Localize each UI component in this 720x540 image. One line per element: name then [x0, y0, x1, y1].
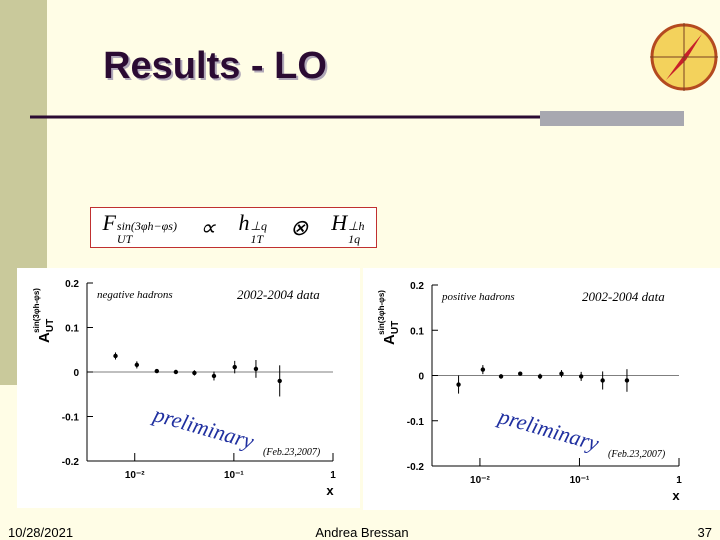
- y-tick-label: 0.2: [410, 281, 424, 292]
- x-tick-label: 1: [676, 475, 682, 486]
- data-point: [537, 374, 543, 379]
- formula-sup: sin(3φh−φs): [116, 218, 177, 233]
- y-tick-label: 0: [418, 372, 424, 383]
- data-point: [456, 382, 461, 387]
- y-axis-label: AUT sin(3φh-φs): [32, 288, 56, 343]
- x-axis-label: x: [672, 488, 680, 503]
- formula-term: ∝: [200, 215, 216, 241]
- y-tick-label: -0.1: [407, 417, 425, 428]
- footer-author: Andrea Bressan: [315, 525, 408, 540]
- x-tick-label: 10⁻¹: [224, 470, 244, 481]
- formula-sup: ⊥q: [250, 218, 267, 233]
- data-point: [232, 364, 237, 370]
- formula-sup: ⊥h: [348, 218, 365, 233]
- formula-indices: ⊥h 1q: [348, 218, 365, 246]
- y-axis-label-sub: UT: [45, 319, 56, 332]
- formula-term: h ⊥q 1T: [238, 210, 266, 246]
- slide-title: Results - LO: [103, 45, 327, 87]
- data-point: [134, 362, 140, 368]
- chart-panel: [17, 268, 360, 508]
- data-point: [211, 373, 217, 379]
- y-tick-label: -0.2: [407, 462, 425, 473]
- formula-symbol: ⊗: [289, 214, 309, 240]
- x-axis-label: x: [326, 483, 334, 498]
- data-point: [192, 370, 197, 376]
- data-point: [624, 378, 630, 383]
- y-tick-label: 0.1: [410, 326, 424, 337]
- annotation: 2002-2004 data: [237, 287, 320, 302]
- y-tick-label: 0: [73, 368, 79, 379]
- annotation: (Feb.23,2007): [608, 449, 666, 460]
- formula-symbol: F: [102, 209, 116, 235]
- formula-sub: 1T: [250, 231, 264, 246]
- y-tick-label: -0.1: [62, 413, 80, 424]
- annotation: negative hadrons: [97, 289, 173, 301]
- data-point: [480, 367, 486, 372]
- data-point: [154, 368, 160, 374]
- footer-page: 37: [698, 525, 712, 540]
- x-tick-label: 1: [330, 470, 336, 481]
- title-shadow: Results - LO: [105, 47, 329, 89]
- data-point: [253, 366, 259, 372]
- formula-symbol: h: [238, 209, 250, 235]
- formula-indices: ⊥q 1T: [250, 218, 267, 246]
- y-tick-label: 0.1: [65, 324, 79, 335]
- annotation: positive hadrons: [441, 291, 515, 303]
- data-point: [277, 378, 282, 384]
- formula-term: ⊗: [290, 215, 308, 241]
- y-axis-label-sub: UT: [390, 321, 401, 334]
- data-point: [600, 378, 605, 383]
- annotation: (Feb.23,2007): [263, 447, 321, 458]
- data-point: [173, 369, 179, 375]
- formula-symbol: ∝: [199, 214, 216, 240]
- annotation: 2002-2004 data: [582, 289, 665, 304]
- chart-panel: [363, 268, 720, 510]
- logo: [650, 23, 718, 91]
- formula-term: H ⊥h 1q: [331, 210, 364, 246]
- y-axis-label: AUT sin(3φh-φs): [377, 290, 401, 345]
- data-point: [578, 374, 584, 379]
- y-axis-label-base: A: [381, 334, 398, 345]
- formula-symbol: H: [331, 209, 348, 235]
- data-point: [113, 353, 118, 359]
- x-tick-label: 10⁻¹: [570, 475, 590, 486]
- y-axis-label-sup: sin(3φh-φs): [377, 290, 386, 335]
- data-point: [559, 371, 564, 376]
- data-point: [518, 371, 523, 376]
- x-tick-label: 10⁻²: [470, 475, 490, 486]
- formula-sub: 1q: [348, 231, 361, 246]
- formula-indices: sin(3φh−φs) UT: [116, 218, 177, 246]
- y-axis-label-base: A: [36, 332, 53, 343]
- title-rule-bar: [540, 111, 684, 126]
- footer-date: 10/28/2021: [8, 525, 73, 540]
- y-tick-label: 0.2: [65, 279, 79, 290]
- data-point: [498, 374, 504, 379]
- y-axis-label-sup: sin(3φh-φs): [32, 288, 41, 333]
- y-tick-label: -0.2: [62, 457, 80, 468]
- x-tick-label: 10⁻²: [125, 470, 145, 481]
- formula-sub: UT: [116, 231, 133, 246]
